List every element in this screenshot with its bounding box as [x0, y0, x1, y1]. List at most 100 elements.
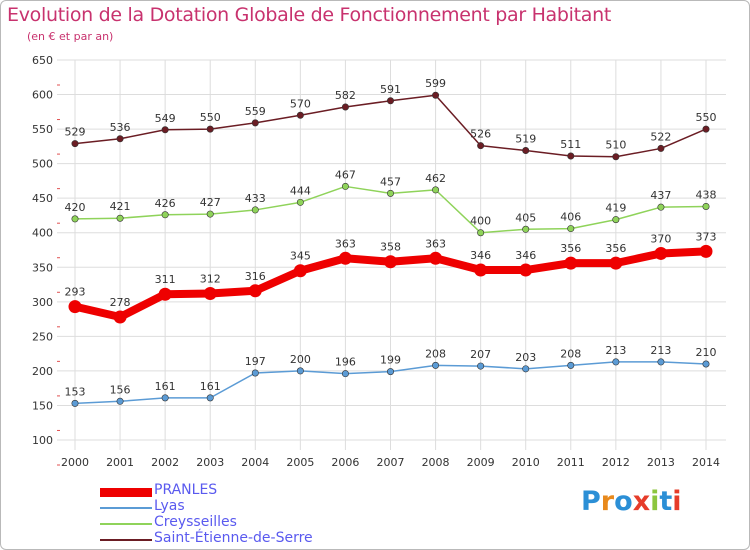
data-label-lyas: 199: [380, 354, 401, 367]
data-point-lyas: [702, 360, 710, 368]
data-point-saint-etienne-de-serre: [612, 153, 620, 161]
data-label-pranles: 278: [110, 296, 131, 309]
x-tick-label: 2010: [512, 456, 540, 469]
legend-swatch-lyas: [100, 507, 152, 509]
data-label-saint-etienne-de-serre: 582: [335, 89, 356, 102]
data-point-lyas: [71, 399, 79, 407]
data-label-pranles: 346: [470, 249, 491, 262]
data-point-creysseilles: [116, 214, 124, 222]
data-point-creysseilles: [206, 210, 214, 218]
data-label-saint-etienne-de-serre: 599: [425, 77, 446, 90]
data-point-lyas: [657, 358, 665, 366]
legend-swatch-pranles: [100, 488, 152, 497]
y-tick-label: 650: [32, 54, 53, 67]
data-label-creysseilles: 421: [110, 200, 131, 213]
data-label-pranles: 316: [245, 270, 266, 283]
y-tick-label: 150: [32, 399, 53, 412]
data-point-pranles: [699, 244, 713, 258]
data-point-lyas: [432, 361, 440, 369]
x-tick-label: 2003: [196, 456, 224, 469]
data-label-pranles: 345: [290, 250, 311, 263]
data-point-saint-etienne-de-serre: [341, 103, 349, 111]
data-point-saint-etienne-de-serre: [567, 152, 575, 160]
data-point-creysseilles: [71, 215, 79, 223]
data-point-saint-etienne-de-serre: [657, 144, 665, 152]
data-point-pranles: [113, 310, 127, 324]
data-label-saint-etienne-de-serre: 536: [110, 121, 131, 134]
y-tick-label: 600: [32, 89, 53, 102]
y-tick-label: 550: [32, 123, 53, 136]
data-label-pranles: 373: [696, 230, 717, 243]
legend-swatch-saint-etienne-de-serre: [100, 539, 152, 541]
x-tick-label: 2014: [692, 456, 720, 469]
data-point-saint-etienne-de-serre: [432, 91, 440, 99]
data-label-saint-etienne-de-serre: 559: [245, 105, 266, 118]
data-label-lyas: 196: [335, 356, 356, 369]
data-label-creysseilles: 437: [650, 189, 671, 202]
data-label-saint-etienne-de-serre: 550: [696, 111, 717, 124]
data-point-pranles: [338, 251, 352, 265]
data-point-pranles: [384, 255, 397, 269]
data-point-creysseilles: [341, 182, 349, 190]
y-tick-label: 450: [32, 192, 53, 205]
data-label-saint-etienne-de-serre: 511: [560, 138, 581, 151]
data-label-saint-etienne-de-serre: 549: [155, 112, 176, 125]
legend-label-pranles: PRANLES: [154, 482, 218, 498]
data-label-creysseilles: 462: [425, 172, 446, 185]
data-point-pranles: [429, 251, 443, 265]
data-label-saint-etienne-de-serre: 526: [470, 128, 491, 141]
data-point-creysseilles: [612, 216, 620, 224]
data-label-creysseilles: 444: [290, 184, 311, 197]
data-point-lyas: [612, 358, 620, 366]
data-point-lyas: [341, 370, 349, 378]
data-label-creysseilles: 419: [605, 202, 626, 215]
data-label-lyas: 213: [605, 344, 626, 357]
data-label-pranles: 363: [425, 237, 446, 250]
x-tick-label: 2007: [377, 456, 405, 469]
data-label-saint-etienne-de-serre: 570: [290, 97, 311, 110]
data-point-pranles: [248, 284, 262, 298]
data-label-lyas: 200: [290, 353, 311, 366]
y-tick-label: 500: [32, 158, 53, 171]
data-label-pranles: 356: [560, 242, 581, 255]
data-point-lyas: [296, 367, 304, 375]
data-point-saint-etienne-de-serre: [386, 97, 394, 105]
proxiti-logo: Proxiti: [581, 486, 682, 517]
data-point-pranles: [519, 263, 533, 277]
logo-letter: r: [600, 486, 615, 517]
data-point-creysseilles: [296, 198, 304, 206]
data-point-creysseilles: [522, 225, 530, 233]
data-point-saint-etienne-de-serre: [161, 126, 169, 134]
data-label-creysseilles: 400: [470, 215, 491, 228]
data-label-saint-etienne-de-serre: 510: [605, 139, 626, 152]
data-label-creysseilles: 406: [560, 211, 581, 224]
data-label-lyas: 153: [65, 385, 86, 398]
data-point-lyas: [567, 361, 575, 369]
x-tick-label: 2005: [286, 456, 314, 469]
data-label-pranles: 356: [605, 242, 626, 255]
x-tick-label: 2001: [106, 456, 134, 469]
data-point-creysseilles: [702, 202, 710, 210]
data-label-pranles: 358: [380, 241, 401, 254]
data-point-saint-etienne-de-serre: [251, 119, 259, 127]
data-point-creysseilles: [386, 189, 394, 197]
data-point-pranles: [474, 263, 488, 277]
data-point-creysseilles: [432, 186, 440, 194]
legend-label-creysseilles: Creysseilles: [154, 514, 237, 530]
data-point-lyas: [251, 369, 259, 377]
data-label-lyas: 208: [560, 347, 581, 360]
data-point-lyas: [206, 394, 214, 402]
data-point-creysseilles: [657, 203, 665, 211]
data-label-lyas: 207: [470, 348, 491, 361]
data-point-creysseilles: [161, 211, 169, 219]
logo-letter: i: [650, 486, 660, 517]
data-point-saint-etienne-de-serre: [522, 147, 530, 155]
plot-area: [57, 60, 726, 450]
data-point-pranles: [158, 287, 172, 301]
y-tick-label: 300: [32, 296, 53, 309]
data-label-lyas: 213: [650, 344, 671, 357]
data-label-creysseilles: 467: [335, 168, 356, 181]
data-point-pranles: [68, 300, 82, 314]
data-point-creysseilles: [251, 206, 259, 214]
data-label-saint-etienne-de-serre: 529: [65, 126, 86, 139]
